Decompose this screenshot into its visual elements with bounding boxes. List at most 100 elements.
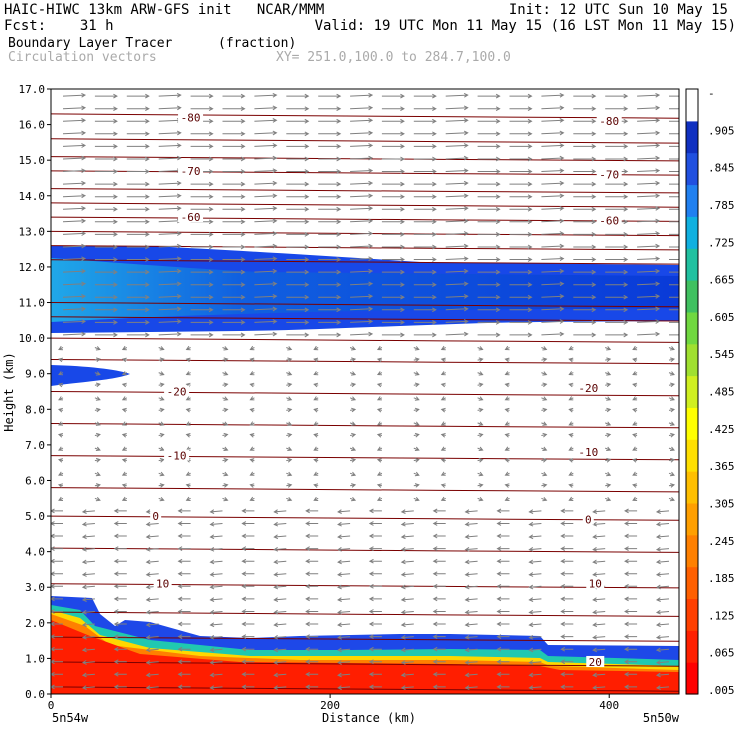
wind-vector [605, 320, 629, 325]
wind-vector [368, 671, 382, 677]
wind-vector [496, 533, 510, 539]
wind-vector [541, 218, 565, 224]
wind-vector [376, 382, 383, 388]
wind-vector [669, 145, 679, 147]
wind-vector [669, 334, 679, 336]
wind-vector [113, 646, 127, 652]
wind-vector [605, 471, 612, 477]
tracer-patch-9km [51, 365, 130, 386]
wind-vector [62, 243, 87, 249]
wind-vector [541, 306, 565, 312]
wind-vector [254, 143, 278, 148]
wind-vector [573, 118, 597, 124]
wind-vector [94, 106, 118, 112]
wind-vector [158, 471, 165, 477]
y-tick-label: 17.0 [19, 83, 46, 96]
wind-vector [185, 421, 191, 426]
x-endpoint-right: 5n50w [643, 711, 680, 725]
y-tick-label: 2.0 [25, 617, 45, 630]
wind-vector [496, 671, 510, 677]
wind-vector [592, 546, 606, 552]
wind-vector [51, 596, 63, 602]
wind-vector [273, 647, 287, 653]
wind-vector [318, 269, 342, 275]
wind-vector [573, 269, 597, 275]
wind-vector [222, 382, 229, 388]
wind-vector [669, 171, 679, 172]
wind-vector [509, 307, 533, 313]
wind-vector [126, 144, 150, 149]
wind-vector [145, 597, 159, 602]
wind-vector [568, 396, 574, 401]
colorbar-swatch [686, 534, 698, 568]
contour-label: -20 [167, 386, 187, 399]
wind-vector [592, 609, 606, 615]
wind-vector [158, 155, 182, 161]
wind-vector [477, 357, 484, 362]
wind-vector [669, 196, 679, 198]
wind-vector [254, 294, 278, 299]
wind-vector [305, 634, 319, 639]
wind-vector [286, 131, 310, 137]
wind-vector [318, 144, 342, 149]
wind-vector [126, 282, 150, 288]
colorbar-label: - [708, 87, 715, 100]
wind-vector [541, 319, 565, 324]
wind-vector [51, 521, 63, 526]
wind-vector [113, 671, 127, 677]
y-tick-label: 3.0 [25, 581, 45, 594]
wind-vector [185, 345, 191, 351]
colorbar-swatch [686, 566, 698, 599]
wind-vector [413, 244, 437, 250]
wind-vector [286, 106, 310, 112]
wind-vector [222, 346, 229, 351]
wind-vector [185, 471, 191, 476]
wind-vector [432, 684, 446, 690]
wind-vector [81, 660, 95, 665]
wind-vector [145, 685, 159, 690]
wind-vector [126, 206, 150, 212]
wind-vector [350, 382, 357, 388]
wind-vector [81, 634, 95, 640]
wind-vector [94, 156, 118, 162]
wind-vector [62, 143, 87, 148]
x-tick-label: 400 [599, 699, 619, 712]
wind-vector [509, 194, 533, 200]
colorbar-swatch [686, 630, 698, 663]
wind-vector [349, 446, 357, 451]
wind-vector [605, 483, 612, 488]
wind-vector [637, 319, 661, 324]
wind-vector [477, 307, 501, 313]
wind-vector [254, 155, 278, 161]
wind-vector [113, 684, 127, 690]
wind-vector [432, 571, 446, 577]
wind-vector [445, 218, 469, 224]
wind-vector [241, 546, 255, 551]
wind-vector [313, 496, 319, 501]
wind-vector [190, 232, 214, 237]
wind-vector [541, 180, 565, 186]
y-tick-label: 11.0 [19, 297, 46, 310]
wind-vector [350, 357, 357, 362]
wind-vector [113, 508, 127, 514]
wind-vector [413, 396, 420, 401]
wind-vector [94, 282, 118, 288]
wind-vector [126, 257, 150, 262]
wind-vector [637, 130, 661, 136]
wind-vector [57, 433, 64, 438]
wind-vector [349, 396, 357, 401]
cross-section-endpoints: XY= 251.0,100.0 to 284.7,100.0 [276, 50, 511, 65]
wind-vector [432, 558, 446, 564]
wind-vector [413, 483, 420, 488]
wind-vector [632, 357, 638, 363]
wind-vector [286, 282, 310, 288]
temperature-contour-line [51, 636, 679, 642]
wind-vector [432, 609, 446, 614]
x-tick-label: 0 [48, 699, 55, 712]
wind-vector [126, 320, 150, 325]
wind-vector [541, 155, 565, 161]
wind-vector [126, 93, 150, 99]
temperature-contour-line [51, 202, 679, 208]
wind-vector [432, 508, 446, 514]
wind-vector [632, 382, 638, 388]
